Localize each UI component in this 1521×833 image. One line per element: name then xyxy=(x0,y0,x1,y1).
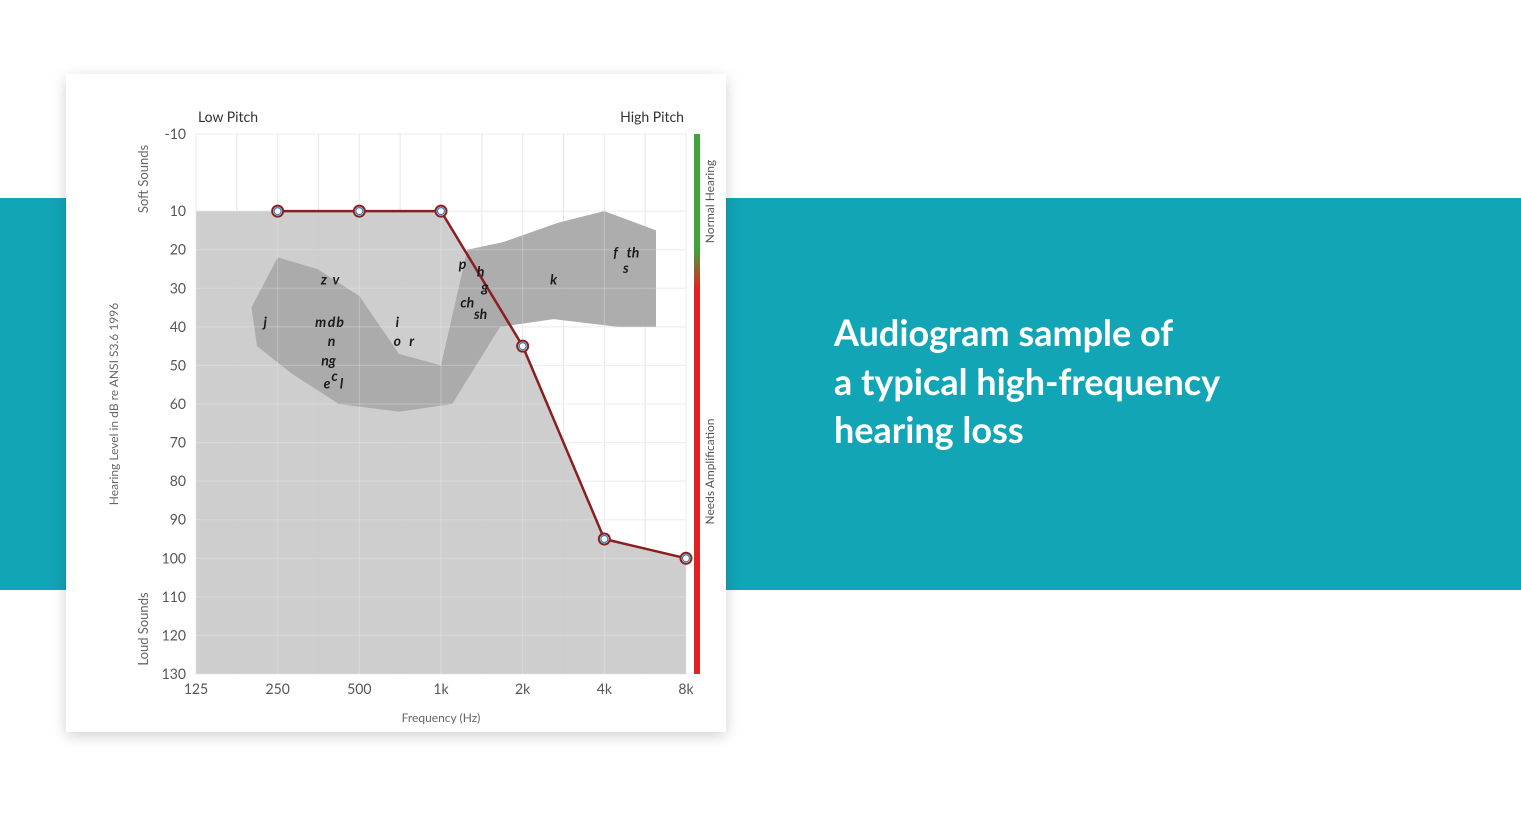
caption-text: Audiogram sample of a typical high-frequ… xyxy=(834,308,1220,454)
speech-sound-i: i xyxy=(396,313,400,330)
speech-sound-p: p xyxy=(459,255,467,272)
label-high-pitch: High Pitch xyxy=(620,108,684,125)
caption-line: hearing loss xyxy=(834,405,1220,454)
label-low-pitch: Low Pitch xyxy=(198,108,258,125)
y-tick-label: -10 xyxy=(165,125,186,142)
audiogram-chart: -10 10 20 30 40 50 60 70 80 90 100 110 120 130125 250 5… xyxy=(66,74,726,732)
x-tick-label: 8k xyxy=(678,680,694,697)
speech-sound-b: b xyxy=(336,313,344,330)
y-tick-label: 30 xyxy=(170,279,186,296)
y-axis-title: Hearing Level in dB re ANSI S3.6 1996 xyxy=(106,303,121,505)
severity-bar xyxy=(694,134,700,674)
speech-sound-z: z xyxy=(320,270,327,287)
speech-sound-v: v xyxy=(333,270,341,287)
speech-sound-d: d xyxy=(328,313,336,330)
x-tick-label: 2k xyxy=(515,680,531,697)
y-tick-label: 90 xyxy=(170,511,186,528)
y-tick-label: 40 xyxy=(170,318,186,335)
speech-sound-e: e xyxy=(324,375,331,392)
y-tick-label: 100 xyxy=(162,549,186,566)
y-tick-label: 120 xyxy=(162,626,186,643)
speech-sound-c: c xyxy=(331,367,338,384)
speech-sound-m: m xyxy=(315,313,326,330)
label-normal-hearing: Normal Hearing xyxy=(702,160,717,243)
y-tick-label: 50 xyxy=(170,356,186,373)
label-needs-amplification: Needs Amplification xyxy=(702,418,717,524)
speech-sound-n: n xyxy=(328,332,336,349)
y-tick-label: 70 xyxy=(170,434,186,451)
caption-line: Audiogram sample of xyxy=(834,308,1220,357)
x-tick-label: 1k xyxy=(433,680,449,697)
speech-sound-s: s xyxy=(622,259,629,276)
y-tick-label: 10 xyxy=(170,202,186,219)
x-tick-label: 4k xyxy=(597,680,613,697)
y-tick-label: 80 xyxy=(170,472,186,489)
speech-sound-o: o xyxy=(394,332,401,349)
x-tick-label: 500 xyxy=(347,680,371,697)
speech-sound-k: k xyxy=(550,270,558,287)
caption-line: a typical high-frequency xyxy=(834,357,1220,406)
label-loud-sounds: Loud Sounds xyxy=(135,592,151,666)
audiogram-card: -10 10 20 30 40 50 60 70 80 90 100 110 120 130125 250 5… xyxy=(66,74,726,732)
x-tick-label: 250 xyxy=(265,680,289,697)
speech-sound-sh: sh xyxy=(473,305,487,322)
y-tick-label: 130 xyxy=(162,665,186,682)
x-axis-title: Frequency (Hz) xyxy=(402,710,481,725)
speech-sound-ch: ch xyxy=(460,294,474,311)
label-soft-sounds: Soft Sounds xyxy=(135,144,151,213)
y-tick-label: 60 xyxy=(170,395,186,412)
y-tick-label: 20 xyxy=(170,241,186,258)
speech-sound-g: g xyxy=(480,278,489,295)
y-tick-label: 110 xyxy=(162,588,186,605)
x-tick-label: 125 xyxy=(184,680,208,697)
